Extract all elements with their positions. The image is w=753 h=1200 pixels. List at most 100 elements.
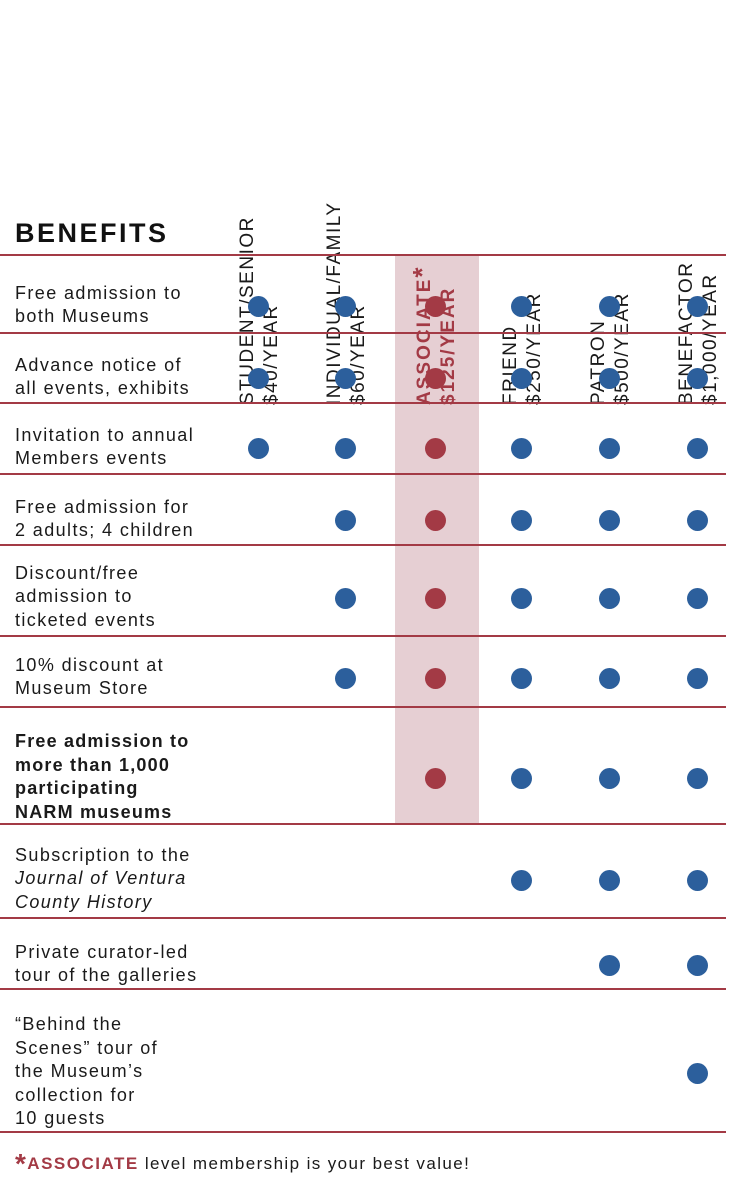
benefit-included-dot xyxy=(424,437,446,459)
benefit-included-dot xyxy=(424,767,446,789)
row-divider xyxy=(0,544,726,546)
benefit-included-dot xyxy=(686,1062,708,1084)
associate-column-highlight xyxy=(395,255,479,825)
row-divider xyxy=(0,917,726,919)
benefit-included-dot xyxy=(598,509,620,531)
benefit-label: Free admission for 2 adults; 4 children xyxy=(15,496,235,543)
benefit-included-dot xyxy=(510,667,532,689)
benefit-included-dot xyxy=(247,437,269,459)
benefit-included-dot xyxy=(686,587,708,609)
benefit-included-dot xyxy=(247,295,269,317)
benefit-included-dot xyxy=(424,367,446,389)
benefit-label-line: County History xyxy=(15,891,153,912)
row-divider xyxy=(0,402,726,404)
benefit-label-line: tour of the galleries xyxy=(15,965,198,985)
column-header-patron: PATRON $500/YEAR xyxy=(587,15,657,405)
footnote: *ASSOCIATE level membership is your best… xyxy=(15,1148,470,1180)
benefit-included-dot xyxy=(686,509,708,531)
row-divider xyxy=(0,823,726,825)
benefit-label-line: all events, exhibits xyxy=(15,378,191,398)
benefit-included-dot xyxy=(686,667,708,689)
row-divider xyxy=(0,332,726,334)
benefit-label-line: Free admission for xyxy=(15,496,190,517)
benefit-included-dot xyxy=(424,587,446,609)
associate-star: * xyxy=(407,265,437,278)
column-header-student-senior: STUDENT/SENIOR $40/YEAR xyxy=(236,15,306,405)
benefit-label-line: “Behind the xyxy=(15,1014,123,1035)
benefit-included-dot xyxy=(598,667,620,689)
benefit-label-line: Discount/free xyxy=(15,562,140,583)
row-divider xyxy=(0,635,726,637)
benefit-label-line: Advance notice of xyxy=(15,354,182,375)
benefit-label-line: the Museum’s xyxy=(15,1061,144,1082)
row-divider xyxy=(0,1131,726,1133)
benefit-included-dot xyxy=(334,295,356,317)
row-divider xyxy=(0,706,726,708)
benefit-included-dot xyxy=(334,509,356,531)
benefit-label: Free admission to more than 1,000 particip… xyxy=(15,730,235,824)
benefit-label: Subscription to the Journal of Ventura Cou… xyxy=(15,844,235,915)
benefit-label-line: Subscription to the xyxy=(15,844,191,865)
benefit-label-line: NARM museums xyxy=(15,801,173,822)
benefit-included-dot xyxy=(334,367,356,389)
benefit-label-line: Museum Store xyxy=(15,678,149,698)
benefit-label-line: Invitation to annual xyxy=(15,424,195,445)
benefit-included-dot xyxy=(510,767,532,789)
benefit-included-dot xyxy=(598,869,620,891)
benefit-label-line: 10% discount at xyxy=(15,654,165,675)
benefit-label-line: Scenes” tour of xyxy=(15,1037,159,1058)
benefit-included-dot xyxy=(686,295,708,317)
benefit-label-line: Private curator-led xyxy=(15,941,189,962)
benefit-included-dot xyxy=(424,509,446,531)
benefit-included-dot xyxy=(510,587,532,609)
benefit-label-line: Free admission to xyxy=(15,731,190,751)
row-divider xyxy=(0,254,726,256)
benefit-included-dot xyxy=(686,437,708,459)
benefit-label: Advance notice of all events, exhibits xyxy=(15,354,235,401)
benefit-label: 10% discount at Museum Store xyxy=(15,654,235,701)
benefit-included-dot xyxy=(686,869,708,891)
benefit-label: Free admission to both Museums xyxy=(15,282,235,329)
column-header-friend: FRIEND $250/YEAR xyxy=(499,15,569,405)
benefit-included-dot xyxy=(598,367,620,389)
benefit-label-line: admission to xyxy=(15,586,133,607)
row-divider xyxy=(0,988,726,990)
benefit-label-line: ticketed events xyxy=(15,609,157,630)
benefit-included-dot xyxy=(510,367,532,389)
benefit-included-dot xyxy=(424,667,446,689)
benefit-included-dot xyxy=(334,587,356,609)
benefit-label-line: Journal of Ventura xyxy=(15,868,187,889)
benefit-included-dot xyxy=(598,295,620,317)
benefit-label: Invitation to annual Members events xyxy=(15,424,235,471)
benefit-included-dot xyxy=(510,509,532,531)
row-divider xyxy=(0,473,726,475)
benefit-label-line: more than 1,000 xyxy=(15,754,171,775)
benefit-label: Private curator-led tour of the galleries xyxy=(15,941,235,988)
benefit-included-dot xyxy=(686,954,708,976)
benefit-label: Discount/free admission to ticketed events xyxy=(15,562,235,633)
benefit-included-dot xyxy=(334,437,356,459)
benefit-included-dot xyxy=(598,767,620,789)
benefit-label-line: 10 guests xyxy=(15,1108,106,1129)
benefit-label-line: participating xyxy=(15,778,139,798)
benefit-included-dot xyxy=(598,954,620,976)
footnote-text: level membership is your best value! xyxy=(138,1154,471,1173)
benefit-label-line: both Museums xyxy=(15,306,150,326)
footnote-highlight: ASSOCIATE xyxy=(27,1154,139,1173)
benefit-included-dot xyxy=(510,295,532,317)
benefit-included-dot xyxy=(598,437,620,459)
benefit-included-dot xyxy=(510,437,532,459)
benefit-included-dot xyxy=(334,667,356,689)
column-header-associate: ASSOCIATE* $125/YEAR xyxy=(407,15,483,405)
benefit-label-line: Members events xyxy=(15,448,168,468)
column-header-benefactor: BENEFACTOR $1,000/YEAR xyxy=(675,15,745,405)
footnote-star: * xyxy=(15,1148,28,1179)
benefit-label-line: collection for xyxy=(15,1084,136,1105)
benefits-title: BENEFITS xyxy=(15,218,169,248)
benefit-included-dot xyxy=(686,367,708,389)
column-header-individual-family: INDIVIDUAL/FAMILY$60/YEAR xyxy=(323,15,393,405)
benefit-label: “Behind the Scenes” tour of the Museum’s co… xyxy=(15,1013,235,1131)
benefit-included-dot xyxy=(598,587,620,609)
benefit-included-dot xyxy=(424,295,446,317)
